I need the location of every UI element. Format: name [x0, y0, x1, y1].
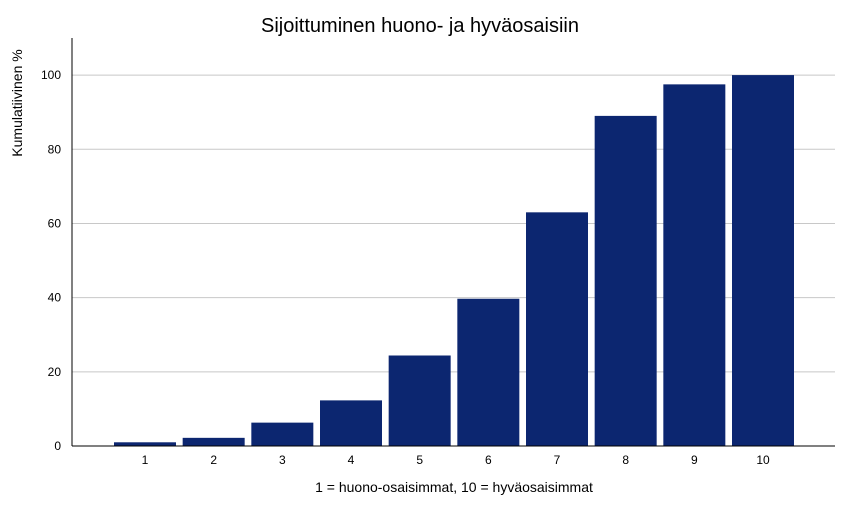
chart-title: Sijoittuminen huono- ja hyväosaisiin: [261, 15, 579, 37]
x-tick-label: 3: [279, 453, 286, 467]
x-tick-label: 6: [485, 453, 492, 467]
bar: [526, 212, 588, 446]
bar: [457, 298, 520, 446]
bar: [663, 84, 726, 446]
y-tick-label: 100: [41, 68, 61, 82]
axes: [71, 38, 835, 447]
y-axis-label: Kumulatiivinen %: [9, 49, 25, 156]
bar: [732, 75, 794, 446]
y-tick-label: 60: [48, 216, 62, 230]
bar: [114, 442, 176, 446]
bars: [114, 75, 794, 447]
x-axis-label: 1 = huono-osaisimmat, 10 = hyväosaisimma…: [315, 479, 593, 495]
x-tick-label: 4: [348, 453, 355, 467]
y-tick-label: 20: [48, 365, 62, 379]
y-tick-label: 80: [48, 142, 62, 156]
x-tick-label: 8: [622, 453, 629, 467]
x-tick-label: 7: [554, 453, 561, 467]
tick-labels: 0 20 40 60 80 100 1 2 3 4 5 6 7 8 9 10: [41, 68, 770, 467]
x-tick-label: 10: [756, 453, 770, 467]
y-tick-label: 0: [54, 439, 61, 453]
x-tick-label: 2: [210, 453, 217, 467]
y-tick-label: 40: [48, 291, 62, 305]
bar: [594, 115, 657, 447]
x-tick-label: 5: [416, 453, 423, 467]
bar: [251, 422, 314, 446]
x-tick-label: 9: [691, 453, 698, 467]
bar: [388, 355, 451, 446]
bar: [320, 400, 382, 446]
bar: [182, 437, 245, 446]
x-tick-label: 1: [142, 453, 149, 467]
